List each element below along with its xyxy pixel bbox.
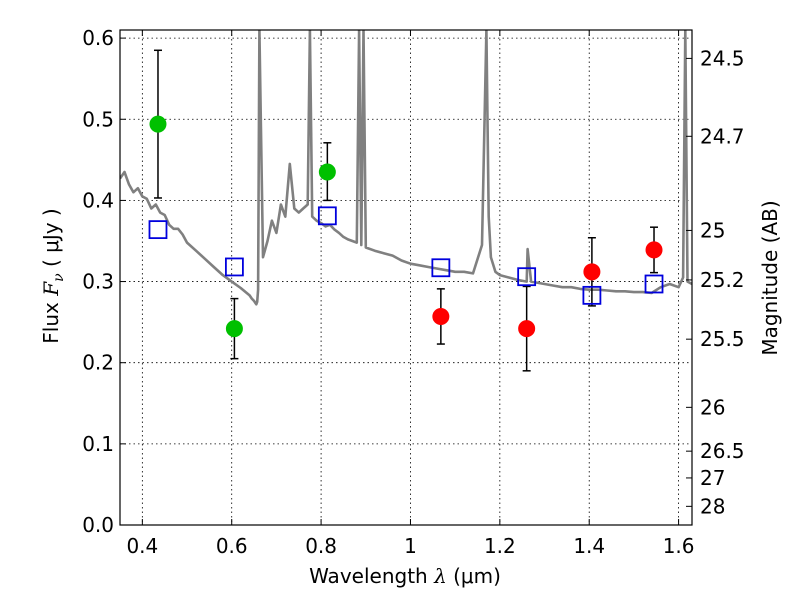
model-point [224, 257, 244, 277]
y2-axis-title: Magnitude (AB) [758, 200, 782, 355]
data-marks [148, 49, 664, 372]
x-tick-label: 1.2 [484, 534, 516, 558]
data-point [432, 307, 450, 325]
y2-tick-label: 26 [700, 395, 725, 419]
grid [120, 30, 692, 526]
model-spectrum-line [120, 30, 692, 306]
data-point [318, 163, 336, 181]
y2-tick-label: 26.5 [700, 439, 745, 463]
model-point [582, 285, 602, 305]
y-tick-label: 0.5 [82, 107, 114, 131]
y2-tick-label: 25 [700, 218, 725, 242]
y2-tick-label: 25.5 [700, 327, 745, 351]
plot-frame [119, 29, 693, 526]
model-point [517, 267, 537, 287]
x-tick-label: 0.6 [216, 534, 248, 558]
y-tick-label: 0.6 [82, 26, 114, 50]
data-point [149, 115, 167, 133]
x-tick-label: 1.6 [663, 534, 695, 558]
data-point [225, 320, 243, 338]
y2-tick-label: 24.5 [700, 46, 745, 70]
y2-tick-label: 25.2 [700, 268, 745, 292]
model-point [317, 206, 337, 226]
x-axis-title-unit: (μm) [447, 564, 501, 588]
x-tick-label: 0.8 [305, 534, 337, 558]
y-axis-title-subscript: ν [51, 273, 67, 282]
model-point [644, 274, 664, 294]
y-tick-label: 0.3 [82, 270, 114, 294]
axis-ticks: 0.4 0.6 0.8 1 1.2 1.4 1.6 0.0 0.1 0.2 0.3 0.4 0.5 0.6… [82, 26, 744, 558]
y-axis-title-unit: ( μJy ) [39, 208, 63, 273]
x-axis-title-symbol: λ [433, 564, 447, 588]
model-point [431, 258, 451, 278]
x-tick-label: 1 [404, 534, 417, 558]
y2-tick-label: 27 [700, 466, 725, 490]
y-axis-title: Flux Fν ( μJy ) [39, 208, 67, 343]
x-axis-title-prefix: Wavelength [309, 564, 434, 588]
y2-tick-label: 24.7 [700, 124, 745, 148]
y-tick-label: 0.4 [82, 188, 114, 212]
x-tick-label: 1.4 [573, 534, 605, 558]
plot-area [120, 30, 692, 372]
x-axis-title: Wavelength λ (μm) [309, 564, 501, 588]
data-point [645, 241, 663, 259]
y-axis-title-prefix: Flux [39, 296, 63, 344]
data-point [583, 263, 601, 281]
y-tick-label: 0.1 [82, 432, 114, 456]
y-tick-label: 0.2 [82, 351, 114, 375]
data-point [518, 320, 536, 338]
y-axis-title-symbol: F [39, 281, 63, 297]
x-tick-label: 0.4 [126, 534, 158, 558]
y2-tick-label: 28 [700, 494, 725, 518]
y-tick-label: 0.0 [82, 513, 114, 537]
model-point [148, 220, 168, 240]
